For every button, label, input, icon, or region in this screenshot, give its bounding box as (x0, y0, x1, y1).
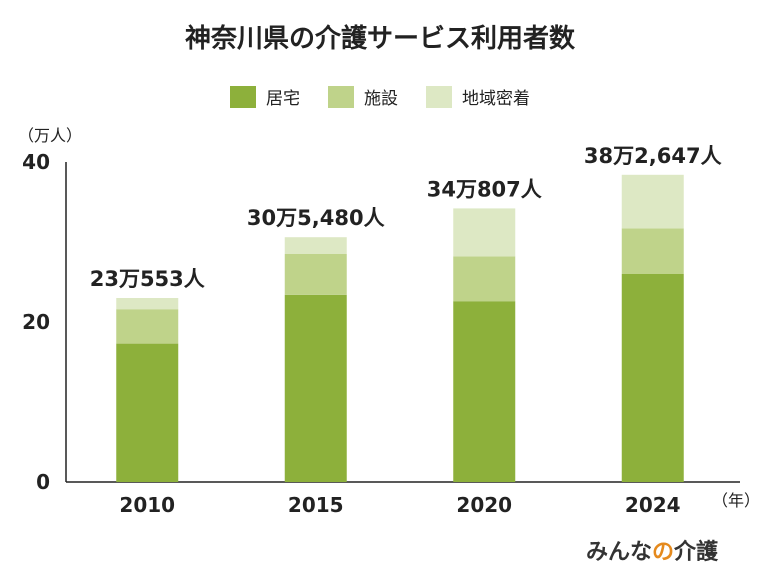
brand-suffix: 介護 (674, 540, 719, 565)
bar-segment-home-2015 (284, 294, 347, 482)
bar-segment-facility-2020 (453, 256, 516, 302)
x-axis-unit: （年） (712, 491, 760, 510)
legend-item-facility: 施設 (328, 84, 398, 109)
y-tick-label: 20 (22, 310, 50, 334)
legend-item-home: 居宅 (230, 84, 300, 109)
bar-segment-community-2015 (284, 237, 347, 254)
brand-middle: の (652, 540, 675, 565)
bar-segment-home-2010 (116, 343, 179, 482)
y-tick-label: 0 (36, 470, 50, 494)
x-tick-label-2010: 2010 (119, 493, 175, 517)
chart-title: 神奈川県の介護サービス利用者数 (184, 24, 575, 54)
legend-swatch-community (426, 85, 452, 108)
brand-prefix: みんな (586, 540, 653, 565)
legend-swatch-home (230, 85, 256, 108)
brand-logo: みんなの介護 (586, 534, 718, 566)
bar-segment-community-2020 (453, 208, 516, 257)
bar-segment-facility-2015 (284, 254, 347, 295)
bar-segment-home-2024 (621, 274, 684, 482)
legend-label-community: 地域密着 (462, 89, 530, 109)
bar-segment-facility-2010 (116, 309, 179, 344)
total-label-2010: 23万553人 (90, 267, 205, 291)
x-tick-label-2024: 2024 (625, 493, 681, 517)
x-tick-label-2020: 2020 (456, 493, 512, 517)
bar-segment-community-2010 (116, 298, 179, 310)
legend-item-community: 地域密着 (426, 84, 530, 109)
total-label-2024: 38万2,647人 (584, 144, 722, 168)
bar-segment-home-2020 (453, 301, 516, 482)
legend-label-home: 居宅 (266, 89, 300, 109)
y-tick-label: 40 (22, 150, 50, 174)
y-axis-unit: （万人） (18, 126, 83, 145)
x-tick-label-2015: 2015 (288, 493, 344, 517)
total-label-2015: 30万5,480人 (247, 206, 385, 230)
chart-legend: 居宅 施設 地域密着 (0, 84, 760, 109)
total-label-2020: 34万807人 (427, 177, 542, 201)
bar-segment-facility-2024 (621, 228, 684, 274)
legend-label-facility: 施設 (364, 89, 398, 109)
legend-swatch-facility (328, 85, 354, 108)
bar-segment-community-2024 (621, 174, 684, 229)
